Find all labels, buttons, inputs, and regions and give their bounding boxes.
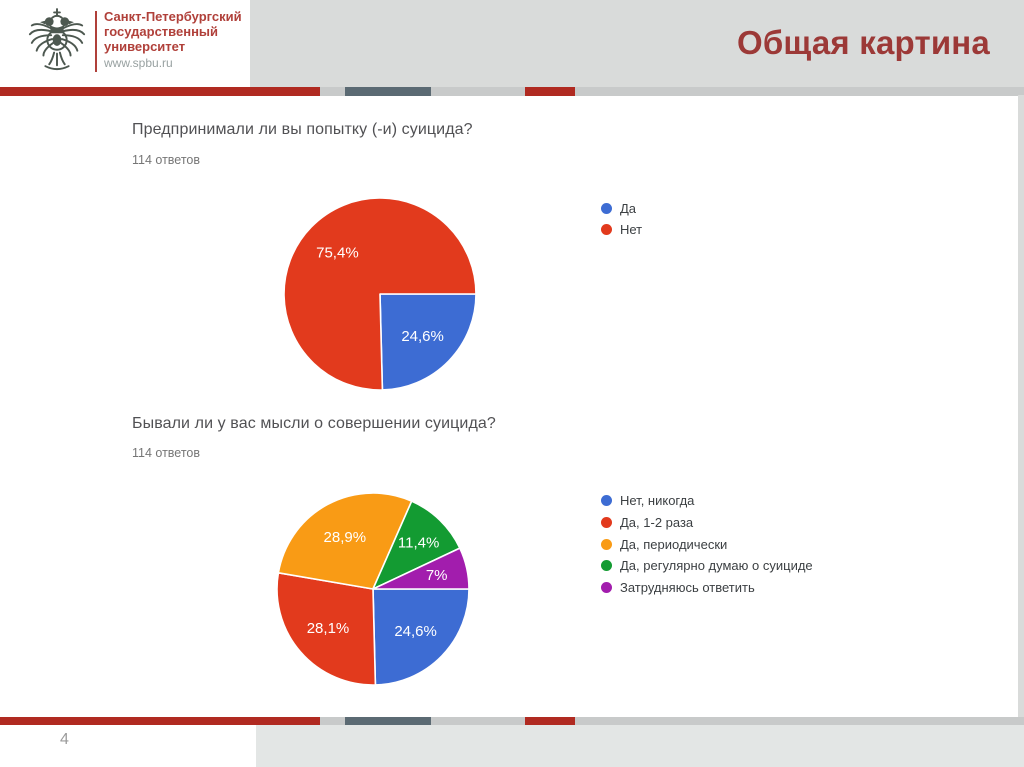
pie-chart-suicide-thoughts: 24,6% 28,1% 28,9% 11,4% 7% — [276, 492, 470, 686]
legend-item: Да, регулярно думаю о суициде — [601, 555, 813, 577]
decor-stripe-bottom — [0, 717, 1024, 725]
slide-body: Предпринимали ли вы попытку (-и) суицида… — [0, 96, 1024, 717]
logo-divider — [95, 11, 97, 72]
stripe-segment-red — [525, 87, 575, 96]
pie-slice — [283, 197, 477, 391]
legend-color-dot — [601, 223, 612, 235]
university-website: www.spbu.ru — [104, 56, 173, 70]
pie-slice-label: 28,1% — [307, 620, 350, 637]
legend-color-dot — [601, 582, 612, 594]
slide-header: Санкт-Петербургский государственный унив… — [0, 0, 1024, 87]
pie-slice-label: 75,4% — [316, 245, 359, 262]
stripe-segment-slate — [345, 717, 431, 725]
legend-item: Да — [601, 198, 642, 219]
university-name-line1: Санкт-Петербургский — [104, 9, 242, 24]
legend-color-dot — [601, 560, 612, 572]
legend-color-dot — [601, 517, 612, 529]
pie-slice-label: 28,9% — [324, 529, 367, 546]
right-edge-strip — [1018, 95, 1024, 717]
legend-label: Нет — [620, 221, 643, 237]
chart2-legend: Нет, никогда Да, 1-2 раза Да, периодичес… — [601, 490, 813, 598]
stripe-segment-red — [0, 717, 320, 725]
university-name: Санкт-Петербургский государственный унив… — [104, 9, 242, 71]
decor-stripe-top — [0, 87, 1024, 96]
chart2-answers-count: 114 ответов — [132, 446, 201, 460]
pie-slice — [379, 293, 477, 391]
legend-item: Да, 1-2 раза — [601, 512, 813, 534]
pie-slice — [277, 492, 413, 590]
legend-item: Нет — [601, 219, 642, 240]
pie-slice — [276, 571, 377, 686]
pie-chart-suicide-attempt: 24,6% 75,4% — [283, 197, 477, 391]
page-number: 4 — [60, 731, 69, 748]
pie-slice-label: 24,6% — [394, 623, 437, 640]
legend-item: Да, периодически — [601, 533, 813, 555]
pie-slice — [372, 588, 470, 686]
legend-label: Да — [620, 200, 637, 216]
pie-slice-label: 11,4% — [398, 535, 439, 552]
university-name-line2: государственный — [104, 24, 219, 39]
legend-label: Да, периодически — [620, 536, 728, 552]
legend-label: Затрудняюсь ответить — [620, 580, 755, 596]
footer-left-panel — [0, 725, 256, 767]
chart1-answers-count: 114 ответов — [132, 153, 201, 167]
pie-slice — [372, 500, 461, 590]
chart1-legend: Да Нет — [601, 198, 642, 240]
legend-color-dot — [601, 538, 612, 550]
stripe-segment-red — [525, 717, 575, 725]
legend-item: Затрудняюсь ответить — [601, 577, 813, 599]
stripe-segment-red — [0, 87, 320, 96]
legend-item: Нет, никогда — [601, 490, 813, 512]
pie-slice — [372, 547, 470, 590]
chart1-question-title: Предпринимали ли вы попытку (-и) суицида… — [132, 121, 473, 138]
legend-label: Да, 1-2 раза — [620, 515, 694, 531]
stripe-segment-slate — [345, 87, 431, 96]
legend-color-dot — [601, 202, 612, 214]
pie-slice-label: 24,6% — [401, 328, 444, 345]
university-logo-box: Санкт-Петербургский государственный унив… — [0, 0, 250, 87]
chart2-question-title: Бывали ли у вас мысли о совершении суици… — [132, 415, 496, 432]
double-headed-eagle-icon — [28, 8, 86, 71]
legend-label: Да, регулярно думаю о суициде — [620, 558, 813, 574]
pie-slice-label: 7% — [426, 567, 448, 584]
slide-title: Общая картина — [736, 24, 990, 61]
legend-label: Нет, никогда — [620, 493, 695, 509]
university-name-line3: университет — [104, 39, 186, 54]
legend-color-dot — [601, 495, 612, 507]
